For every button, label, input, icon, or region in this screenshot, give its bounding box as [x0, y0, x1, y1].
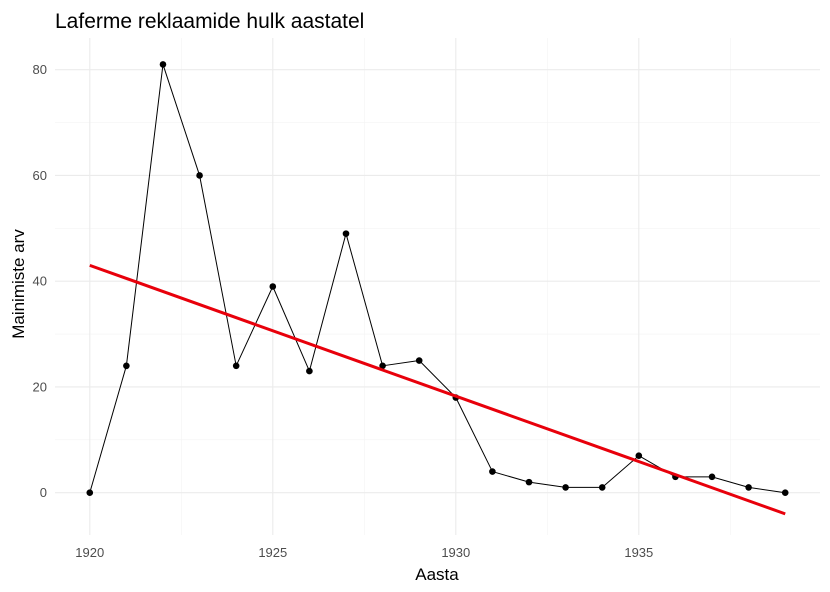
data-point [159, 61, 167, 68]
data-point [196, 172, 203, 179]
y-tick-label: 0 [40, 485, 47, 500]
x-tick-label: 1930 [441, 545, 470, 560]
series-layer [86, 61, 789, 516]
trend-line [89, 263, 786, 516]
x-tick-label: 1920 [75, 545, 104, 560]
y-tick-label: 40 [33, 274, 47, 289]
data-point [232, 362, 240, 370]
x-tick-label: 1935 [624, 545, 653, 560]
chart-title: Laferme reklaamide hulk aastatel [55, 10, 364, 33]
data-point [635, 452, 643, 459]
data-point [123, 362, 130, 370]
data-point [489, 468, 496, 475]
data-point [306, 367, 313, 375]
data-point [379, 362, 386, 370]
y-axis-title: Mainimiste arv [9, 229, 28, 339]
tick-labels: 1920 1925 1930 1935 0 20 40 60 80 [33, 62, 654, 560]
y-tick-label: 60 [33, 168, 47, 183]
grid [55, 38, 820, 535]
data-point [415, 357, 423, 364]
data-point [269, 283, 277, 290]
y-tick-label: 80 [33, 62, 47, 77]
data-point [525, 478, 533, 486]
data-point [781, 489, 789, 497]
data-point [708, 473, 716, 481]
series-line [89, 63, 786, 494]
data-point [598, 484, 606, 491]
data-point [342, 230, 350, 237]
x-axis-title: Aasta [415, 565, 459, 584]
data-point [745, 484, 752, 491]
y-tick-label: 20 [33, 379, 47, 394]
x-tick-label: 1925 [258, 545, 287, 560]
data-point [562, 484, 569, 491]
data-point [86, 489, 94, 497]
